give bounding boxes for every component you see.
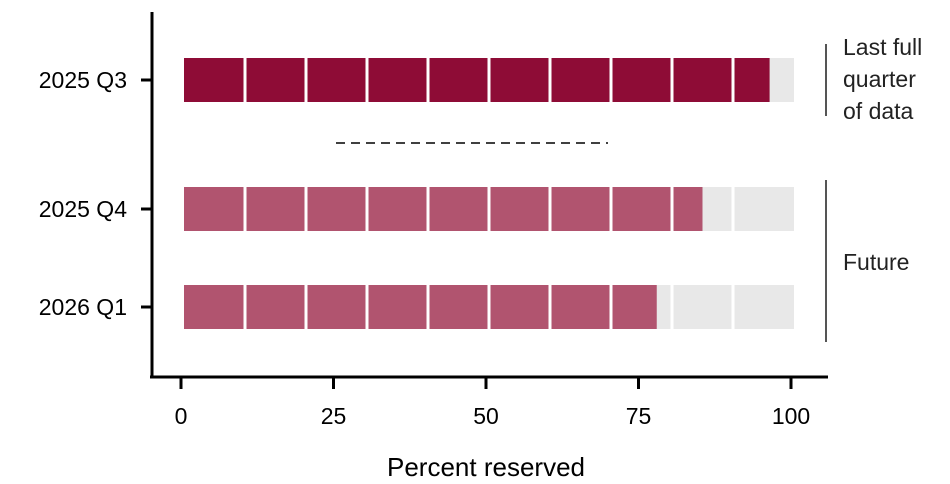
bar-segment-divider	[548, 186, 552, 232]
x-tick-label: 75	[626, 403, 652, 429]
bar-segment-divider	[548, 284, 552, 330]
bar-segment-divider	[304, 284, 308, 330]
future-label: Future	[843, 249, 909, 275]
bar-segment-divider	[487, 186, 491, 232]
bar-segment-divider	[670, 284, 674, 330]
bar-segment-divider	[609, 57, 613, 103]
bar-segment-divider	[426, 284, 430, 330]
x-tick-label: 50	[473, 403, 499, 429]
bar-segment-divider	[487, 284, 491, 330]
bars-group	[184, 57, 794, 330]
bar-segment-divider	[609, 186, 613, 232]
x-ticks: 0 25 50 75 100	[175, 377, 810, 429]
bar-segment-divider	[365, 284, 369, 330]
bar-segment-divider	[731, 186, 735, 232]
bar-segment-divider	[670, 186, 674, 232]
bar-segment-divider	[487, 57, 491, 103]
bar-segment-divider	[243, 57, 247, 103]
bar-segment-divider	[243, 186, 247, 232]
x-axis-title: Percent reserved	[387, 452, 585, 482]
last-full-label-line2: quarter	[843, 66, 916, 92]
bar-2025-q4	[184, 187, 703, 231]
bar-segment-divider	[670, 57, 674, 103]
bar-2026-q1	[184, 285, 657, 329]
last-full-label-line1: Last full	[843, 34, 922, 60]
y-tick-label: 2026 Q1	[39, 294, 127, 320]
bar-segment-divider	[304, 57, 308, 103]
bar-segment-divider	[731, 284, 735, 330]
bar-segment-divider	[609, 284, 613, 330]
bar-segment-divider	[548, 57, 552, 103]
bar-segment-divider	[365, 57, 369, 103]
x-tick-label: 100	[772, 403, 810, 429]
bar-segment-divider	[243, 284, 247, 330]
last-full-label-line3: of data	[843, 98, 914, 124]
bar-segment-divider	[426, 57, 430, 103]
x-tick-label: 0	[175, 403, 188, 429]
x-tick-label: 25	[321, 403, 347, 429]
y-tick-label: 2025 Q3	[39, 67, 127, 93]
bar-segment-divider	[365, 186, 369, 232]
bar-2025-q3	[184, 58, 770, 102]
bar-segment-divider	[304, 186, 308, 232]
y-tick-label: 2025 Q4	[39, 196, 127, 222]
y-ticks: 2025 Q3 2025 Q4 2026 Q1	[39, 67, 152, 320]
bar-segment-divider	[426, 186, 430, 232]
bar-segment-divider	[731, 57, 735, 103]
